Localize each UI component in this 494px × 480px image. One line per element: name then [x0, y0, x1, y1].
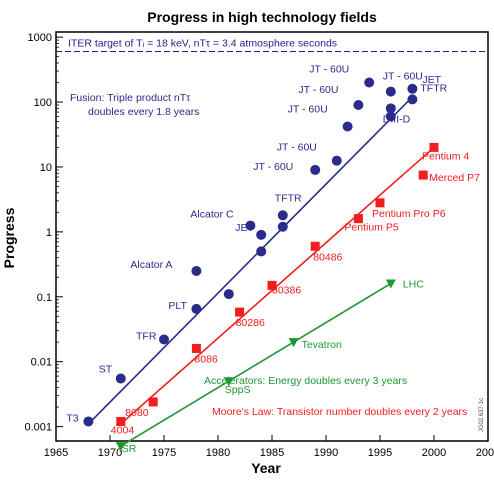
point-label: DIII-D	[383, 113, 411, 125]
x-tick-label: 1975	[152, 447, 176, 459]
x-tick-label: 1995	[368, 447, 392, 459]
point-label: LHC	[403, 279, 424, 291]
point-label: 4004	[111, 424, 135, 436]
x-tick-label: 1990	[314, 447, 338, 459]
reference-line-group: ITER target of Tᵢ = 18 keV, nTτ = 3.4 at…	[56, 38, 488, 53]
data-point-fusion	[407, 94, 418, 105]
data-point-accelerator	[385, 279, 396, 289]
data-point-fusion	[159, 334, 169, 345]
point-label: TFR	[136, 330, 157, 342]
data-point-fusion	[277, 221, 288, 232]
x-tick-label: 1970	[98, 447, 122, 459]
data-point-fusion	[191, 303, 202, 314]
point-label: 80286	[236, 317, 265, 329]
point-label: JT - 60U	[309, 64, 349, 76]
point-label: ST	[99, 364, 113, 376]
data-point-moore	[375, 198, 385, 208]
x-axis-label: Year	[251, 460, 281, 476]
data-point-moore	[267, 280, 277, 290]
point-label: Tevatron	[302, 339, 342, 351]
data-point-moore	[353, 214, 363, 224]
data-point-fusion	[353, 100, 364, 111]
data-point-moore	[148, 397, 158, 407]
y-tick-label: 10	[40, 162, 52, 174]
data-point-fusion	[331, 155, 342, 166]
point-label: 8086	[194, 353, 218, 365]
data-point-fusion	[310, 164, 321, 175]
corner-label: JG02.637-1c	[479, 398, 485, 432]
point-label: Pentium 4	[422, 150, 469, 162]
point-label: JT - 60U	[298, 84, 338, 96]
data-point-fusion	[256, 229, 267, 240]
point-label: Pentium P5	[344, 222, 398, 234]
trend-line-0	[87, 96, 413, 425]
data-point-moore	[310, 241, 320, 251]
point-label: JT - 60U	[253, 161, 293, 173]
point-label: TFTR	[275, 192, 302, 204]
data-point-fusion	[385, 111, 396, 122]
trend-line-2	[120, 282, 392, 447]
data-point-accelerator	[115, 442, 126, 452]
data-point-fusion	[191, 265, 202, 276]
point-label: PLT	[168, 300, 187, 312]
data-point-fusion	[256, 246, 267, 257]
data-point-fusion	[223, 289, 234, 300]
point-label: JET	[235, 222, 254, 234]
point-label: Pentium Pro P6	[372, 208, 446, 220]
data-point-accelerator	[223, 377, 234, 387]
x-tick-label: 2000	[422, 447, 446, 459]
data-point-fusion	[115, 373, 126, 384]
point-label: JET	[422, 74, 441, 86]
y-tick-label: 1	[46, 227, 52, 239]
y-tick-label: 1000	[28, 32, 52, 44]
data-point-moore	[191, 343, 201, 353]
series-annotation-2: Accelerators: Energy doubles every 3 yea…	[204, 375, 407, 387]
data-point-fusion	[364, 77, 375, 88]
x-tick-label: 1980	[206, 447, 230, 459]
data-point-moore	[418, 170, 428, 180]
x-tick-label: 1965	[44, 447, 68, 459]
series-group: Fusion: Triple product nTτ doubles every …	[70, 77, 467, 452]
y-tick-label: 0.001	[24, 422, 52, 434]
point-label: 80386	[272, 284, 301, 296]
data-point-fusion	[385, 86, 396, 97]
chart-title: Progress in high technology fields	[147, 9, 377, 25]
iter-target-label: ITER target of Tᵢ = 18 keV, nTτ = 3.4 at…	[68, 38, 337, 50]
data-point-moore	[116, 416, 126, 426]
trend-line-1	[120, 146, 435, 425]
data-point-moore	[235, 307, 245, 317]
y-tick-label: 0.1	[37, 292, 52, 304]
data-point-accelerator	[288, 338, 299, 348]
point-label: TFTR	[420, 82, 447, 94]
point-label: 80486	[313, 251, 342, 263]
data-point-fusion	[277, 210, 288, 221]
point-label: JT - 60U	[277, 142, 317, 154]
y-tick-label: 100	[34, 97, 52, 109]
series-annotation-0: doubles every 1.8 years	[88, 106, 199, 118]
y-axis-label: Progress	[1, 207, 17, 268]
data-point-fusion	[245, 220, 256, 231]
axis-ticks: 1965 1970 1975 1980 1985 1990 1995 2000 2005 0.00…	[24, 32, 494, 459]
point-label: Merced P7	[429, 172, 480, 184]
x-tick-label: 1985	[260, 447, 284, 459]
y-tick-label: 0.01	[31, 357, 52, 369]
data-point-fusion	[407, 83, 418, 94]
point-label: T3	[66, 412, 78, 424]
point-label: JT - 60U	[383, 71, 423, 83]
data-point-fusion	[385, 103, 396, 114]
data-point-moore	[429, 142, 439, 152]
series-annotation-0: Fusion: Triple product nTτ	[70, 92, 191, 104]
point-label: 8080	[125, 407, 149, 419]
point-label: SppS	[225, 384, 251, 396]
data-point-fusion	[83, 416, 94, 427]
point-label: Alcator C	[190, 209, 234, 221]
point-label: JT - 60U	[288, 104, 328, 116]
x-tick-label: 2005	[476, 447, 494, 459]
point-label: ISR	[119, 443, 137, 455]
point-label: Alcator A	[130, 259, 172, 271]
series-annotation-1: Moore's Law: Transistor number doubles e…	[212, 406, 467, 418]
data-point-fusion	[342, 121, 353, 132]
